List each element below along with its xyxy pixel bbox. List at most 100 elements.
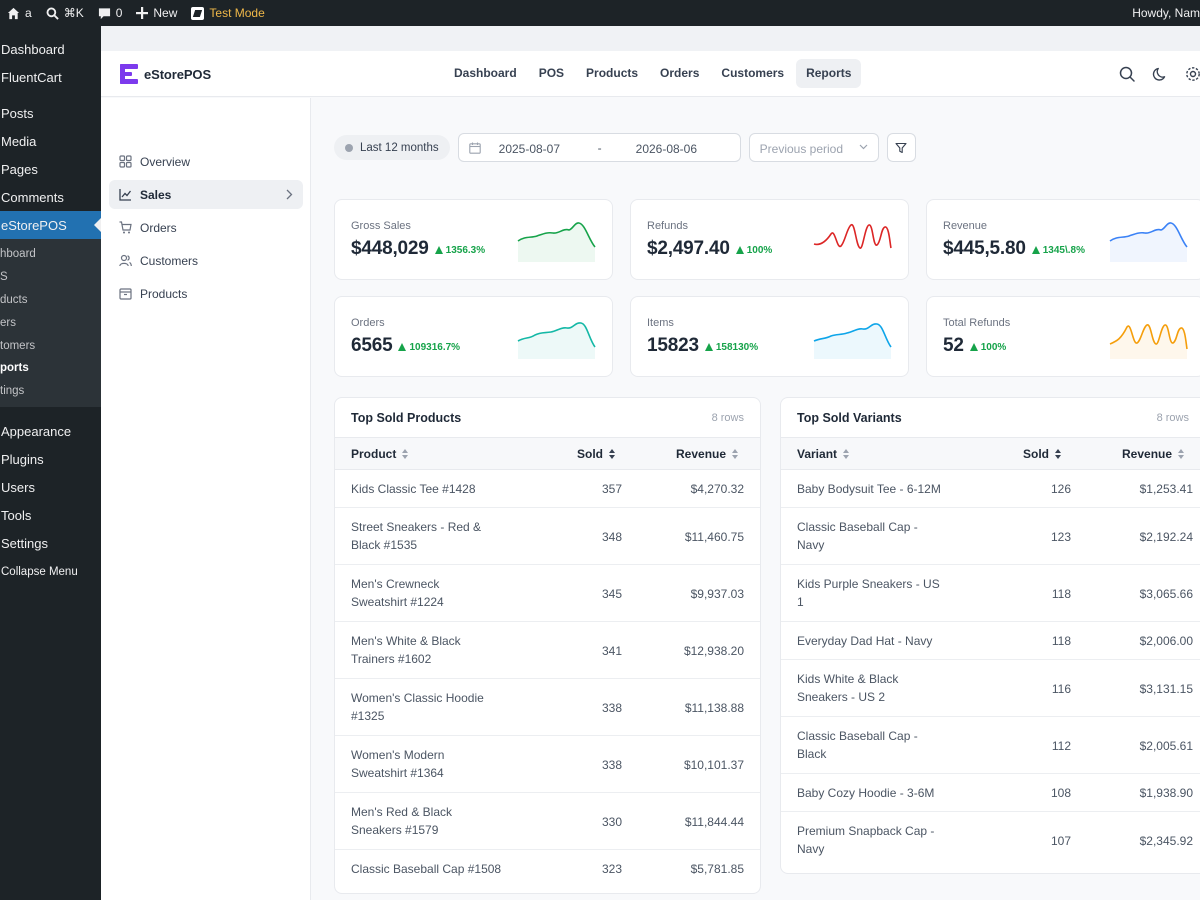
menu-posts[interactable]: Posts xyxy=(1,105,34,121)
date-from[interactable]: 2025-08-07 xyxy=(498,142,561,156)
sidebar-item-overview[interactable]: Overview xyxy=(109,147,303,176)
column-header-sold[interactable]: Sold xyxy=(577,447,615,461)
sidebar-item-products[interactable]: Products xyxy=(109,279,303,308)
collapse-menu-button[interactable]: Collapse Menu xyxy=(1,565,78,578)
sparkline-orders xyxy=(517,322,596,359)
new-content-link[interactable]: New xyxy=(129,0,184,26)
sidebar-item-customers[interactable]: Customers xyxy=(109,246,303,275)
sidebar-item-label: Overview xyxy=(140,154,191,169)
trend-up-icon xyxy=(969,343,978,351)
sort-active-icon xyxy=(609,449,615,459)
submenu-orders[interactable]: ers xyxy=(0,316,16,329)
products-table-body: Kids Classic Tee #1428 357 $4,270.32 Street… xyxy=(335,470,760,888)
submenu-reports[interactable]: ports xyxy=(0,362,29,375)
row-name-line: Black #1535 xyxy=(351,538,418,552)
gear-icon[interactable] xyxy=(1184,65,1200,83)
table-row[interactable]: Men's White & Black Trainers #1602 341 $12,… xyxy=(335,622,760,679)
table-row[interactable]: Women's Modern Sweatshirt #1364 338 $10,101… xyxy=(335,736,760,793)
stat-value: 6565 xyxy=(351,335,393,356)
sidebar-item-label: Products xyxy=(140,286,188,301)
top-sold-variants-table: Top Sold Variants 8 rows Variant Sold Re… xyxy=(780,397,1200,874)
table-row[interactable]: Classic Baseball Cap - Black 112 $2,005.61 xyxy=(781,717,1200,774)
row-name: Kids Classic Tee #1428 xyxy=(351,480,476,498)
row-name-line: Street Sneakers - Red & xyxy=(351,520,482,534)
nav-orders[interactable]: Orders xyxy=(660,66,700,80)
date-preset-pill[interactable]: Last 12 months xyxy=(334,135,450,160)
command-palette-button[interactable]: ⌘K xyxy=(39,0,91,26)
menu-users[interactable]: Users xyxy=(1,480,35,496)
row-name-line: Women's Classic Hoodie xyxy=(351,691,484,705)
nav-pos[interactable]: POS xyxy=(538,66,565,80)
menu-media[interactable]: Media xyxy=(1,133,37,149)
menu-settings[interactable]: Settings xyxy=(1,536,48,552)
submenu-dashboard[interactable]: hboard xyxy=(0,248,36,261)
search-icon[interactable] xyxy=(1118,65,1136,83)
chevron-down-icon xyxy=(859,144,868,150)
table-row[interactable]: Baby Bodysuit Tee - 6-12M 126 $1,253.41 xyxy=(781,470,1200,508)
table-row[interactable]: Men's Crewneck Sweatshirt #1224 345 $9,937.… xyxy=(335,565,760,622)
new-label: New xyxy=(153,6,178,20)
table-row[interactable]: Women's Classic Hoodie #1325 338 $11,138.88 xyxy=(335,679,760,736)
table-row[interactable]: Premium Snapback Cap - Navy 107 $2,345.92 xyxy=(781,812,1200,869)
column-header-revenue[interactable]: Revenue xyxy=(676,447,739,461)
menu-estorepos[interactable]: eStorePOS xyxy=(0,211,101,239)
column-label: Variant xyxy=(797,447,838,461)
nav-reports[interactable]: Reports xyxy=(796,59,862,88)
stat-card-refunds: Refunds $2,497.40 100% xyxy=(630,199,909,280)
nav-dashboard[interactable]: Dashboard xyxy=(454,66,517,80)
sidebar-item-orders[interactable]: Orders xyxy=(109,213,303,242)
column-header-revenue[interactable]: Revenue xyxy=(1122,447,1185,461)
table-row[interactable]: Classic Baseball Cap #1508 323 $5,781.85 xyxy=(335,850,760,888)
table-row[interactable]: Classic Baseball Cap - Navy 123 $2,192.24 xyxy=(781,508,1200,565)
submenu-pos[interactable]: S xyxy=(0,271,8,284)
row-name-line: Women's Modern xyxy=(351,748,445,762)
table-row[interactable]: Kids Purple Sneakers - US 1 118 $3,065.66 xyxy=(781,565,1200,622)
sparkline-items xyxy=(813,323,892,359)
submenu-customers[interactable]: tomers xyxy=(0,339,36,352)
table-row[interactable]: Everyday Dad Hat - Navy 118 $2,006.00 xyxy=(781,622,1200,660)
date-to[interactable]: 2026-08-06 xyxy=(635,142,698,156)
table-row[interactable]: Baby Cozy Hoodie - 3-6M 108 $1,938.90 xyxy=(781,774,1200,812)
compare-period-select[interactable]: Previous period xyxy=(748,133,879,162)
comments-link[interactable]: 0 xyxy=(91,0,130,26)
table-row[interactable]: Kids White & Black Sneakers - US 2 116 $3,1… xyxy=(781,660,1200,717)
column-header-product[interactable]: Product xyxy=(351,447,409,461)
table-row[interactable]: Kids Classic Tee #1428 357 $4,270.32 xyxy=(335,470,760,508)
site-home-link[interactable]: a xyxy=(0,0,39,26)
row-name-line: Kids White & Black xyxy=(797,672,899,686)
row-name: Women's Modern Sweatshirt #1364 xyxy=(351,746,444,782)
table-header: Product Sold Revenue xyxy=(335,438,760,470)
test-mode-label: Test Mode xyxy=(209,6,265,20)
nav-products[interactable]: Products xyxy=(586,66,639,80)
menu-comments[interactable]: Comments xyxy=(1,189,64,205)
dark-mode-icon[interactable] xyxy=(1152,65,1170,83)
row-revenue: $11,138.88 xyxy=(684,700,744,715)
row-name: Classic Baseball Cap #1508 xyxy=(351,860,501,878)
row-name-line: Sneakers - US 2 xyxy=(797,690,886,704)
table-row[interactable]: Men's Red & Black Sneakers #1579 330 $11,84… xyxy=(335,793,760,850)
menu-tools[interactable]: Tools xyxy=(1,508,32,524)
column-header-variant[interactable]: Variant xyxy=(797,447,850,461)
test-mode-indicator[interactable]: Test Mode xyxy=(184,0,271,26)
date-range-picker[interactable]: 2025-08-07 - 2026-08-06 xyxy=(457,133,741,162)
row-name-line: #1325 xyxy=(351,709,385,723)
submenu-settings[interactable]: tings xyxy=(0,385,25,398)
column-header-sold[interactable]: Sold xyxy=(1023,447,1061,461)
nav-customers[interactable]: Customers xyxy=(721,66,785,80)
table-row[interactable]: Street Sneakers - Red & Black #1535 348 $11… xyxy=(335,508,760,565)
brand-logo[interactable]: eStorePOS xyxy=(120,64,211,84)
stat-change-value: 158130% xyxy=(715,341,759,353)
menu-pages[interactable]: Pages xyxy=(1,161,38,177)
stat-label: Revenue xyxy=(943,220,988,232)
menu-fluentcart[interactable]: FluentCart xyxy=(1,69,62,85)
row-name-line: Men's Crewneck xyxy=(351,577,440,591)
menu-plugins[interactable]: Plugins xyxy=(1,452,44,468)
row-name: Premium Snapback Cap - Navy xyxy=(797,822,934,858)
account-menu[interactable]: Howdy, Nam xyxy=(1125,0,1200,26)
stat-label: Gross Sales xyxy=(351,220,411,232)
menu-dashboard[interactable]: Dashboard xyxy=(1,41,65,57)
submenu-products[interactable]: ducts xyxy=(0,293,28,306)
filter-button[interactable] xyxy=(886,133,916,162)
sidebar-item-sales[interactable]: Sales xyxy=(109,180,303,209)
menu-appearance[interactable]: Appearance xyxy=(1,424,72,440)
